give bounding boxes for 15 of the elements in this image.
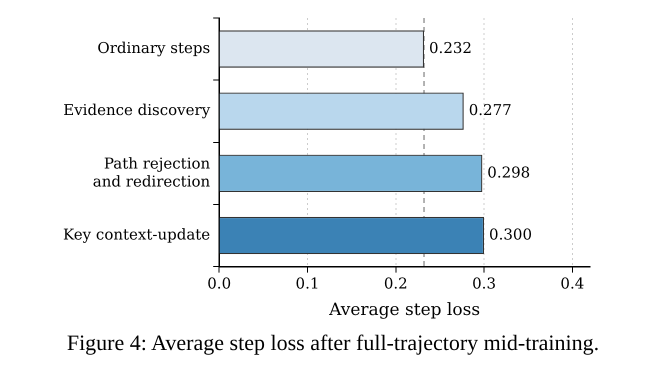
x-tick-label: 0.0 <box>207 274 232 292</box>
x-tick-label: 0.1 <box>296 274 320 292</box>
y-tick-label: Evidence discovery <box>63 101 211 120</box>
caption: Figure 4: Average step loss after full-trajectory mid-training. <box>66 330 600 356</box>
data-label: 0.300 <box>489 225 532 244</box>
y-tick-label: Ordinary steps <box>97 38 210 57</box>
x-tick-label: 0.4 <box>560 274 584 292</box>
x-axis-title: Average step loss <box>328 300 480 320</box>
y-tick-label: Path rejection and redirection <box>92 154 211 190</box>
x-tick-label: 0.3 <box>472 274 496 292</box>
y-tick-label: Key context-update <box>63 225 210 244</box>
data-label: 0.232 <box>429 38 472 57</box>
data-label: 0.298 <box>487 163 530 182</box>
data-label: 0.277 <box>468 101 512 120</box>
x-tick-label: 0.2 <box>384 274 408 292</box>
